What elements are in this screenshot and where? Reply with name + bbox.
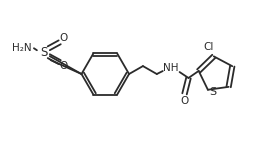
Text: Cl: Cl [204, 42, 214, 52]
Text: O: O [180, 96, 189, 106]
Text: NH: NH [163, 63, 178, 73]
Text: O: O [59, 61, 68, 71]
Text: O: O [59, 33, 68, 43]
Text: H₂N: H₂N [12, 43, 32, 53]
Text: S: S [40, 46, 48, 59]
Text: S: S [209, 87, 216, 97]
